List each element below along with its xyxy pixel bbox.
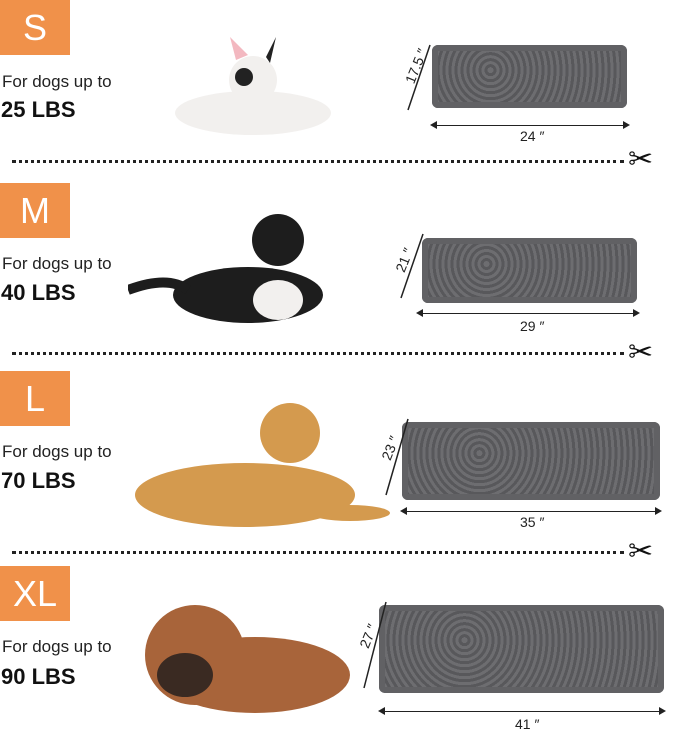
width-arrow [378, 707, 666, 715]
length-arrow [385, 418, 409, 496]
cut-line [12, 551, 624, 554]
french-bulldog-image [175, 37, 331, 135]
size-badge-xl: XL [0, 566, 70, 621]
width-label: 24 ″ [520, 128, 545, 144]
size-badge-m: M [0, 183, 70, 238]
size-badge-s: S [0, 0, 70, 55]
golden-retriever-image [135, 403, 390, 527]
width-arrow [430, 121, 630, 129]
weight-limit: 90 LBS [1, 664, 76, 689]
width-label: 29 ″ [520, 318, 545, 334]
size-badge-l: L [0, 371, 70, 426]
border-collie-image [128, 214, 323, 323]
scissors-icon: ✂ [628, 143, 654, 176]
length-arrow [407, 44, 431, 111]
width-arrow [400, 507, 662, 515]
mastiff-image [145, 605, 350, 713]
size-caption: For dogs up to [2, 254, 112, 273]
scissors-icon: ✂ [628, 336, 654, 369]
width-label: 35 ″ [520, 514, 545, 530]
mat-image [402, 422, 660, 500]
mat-image [422, 238, 637, 303]
mat-image [379, 605, 664, 693]
length-arrow [400, 233, 424, 299]
size-caption: For dogs up to [2, 442, 112, 461]
length-arrow [363, 601, 387, 689]
weight-limit: 25 LBS [1, 97, 76, 122]
size-caption: For dogs up to [2, 72, 112, 91]
width-arrow [416, 309, 640, 317]
mat-image [432, 45, 627, 108]
width-label: 41 ″ [515, 716, 540, 732]
cut-line [12, 160, 624, 163]
scissors-icon: ✂ [628, 535, 654, 568]
size-caption: For dogs up to [2, 637, 112, 656]
weight-limit: 40 LBS [1, 280, 76, 305]
weight-limit: 70 LBS [1, 468, 76, 493]
cut-line [12, 352, 624, 355]
